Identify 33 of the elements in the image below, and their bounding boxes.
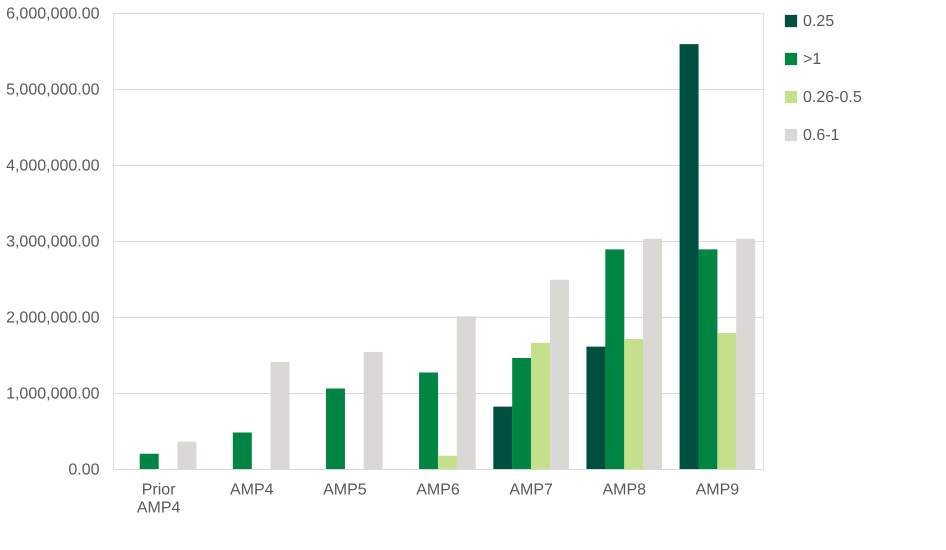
x-tick-label: AMP5 [323,482,367,498]
y-tick-label: 2,000,000.00 [6,310,100,326]
bar [512,358,532,469]
bar [493,406,512,469]
legend-label: >1 [803,51,822,68]
x-tick-label: AMP6 [416,482,460,498]
bar [717,332,736,469]
bar [438,456,457,469]
legend-label: 0.26-0.5 [803,89,862,106]
y-tick-label: 1,000,000.00 [6,386,100,402]
bar [680,44,699,469]
x-tick-label: AMP8 [602,482,646,498]
x-tick-label: AMP7 [509,482,554,498]
x-tick-label: AMP9 [696,482,740,498]
bar [624,339,644,469]
legend-label: 0.25 [803,13,834,30]
y-tick-label: 3,000,000.00 [6,234,100,250]
legend-label: 0.6-1 [803,127,840,144]
bar [419,372,438,469]
x-tick-label: AMP4 [230,482,274,498]
bar [698,249,718,469]
bar [586,346,606,469]
y-tick-label: 4,000,000.00 [6,158,100,174]
bar [177,442,196,469]
y-tick-label: 5,000,000.00 [6,82,100,98]
x-tick-label: Prior AMP4 [136,482,181,516]
y-tick-label: 6,000,000.00 [6,6,100,22]
bar [531,342,550,469]
bar [605,249,624,469]
bar [326,388,345,469]
bar [232,432,252,469]
bar [140,454,159,469]
y-tick-label: 0.00 [68,462,100,478]
